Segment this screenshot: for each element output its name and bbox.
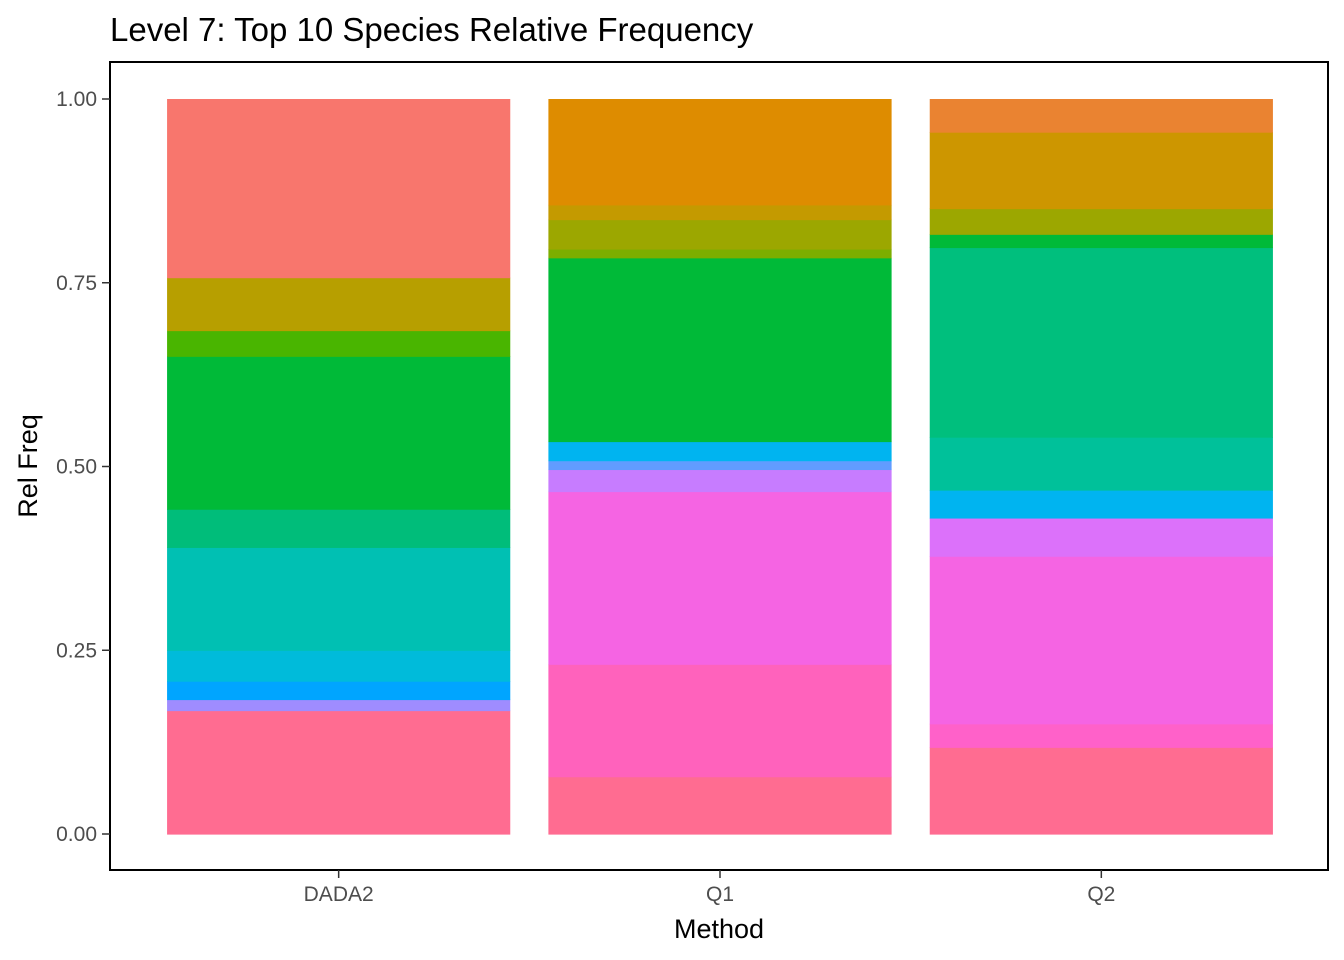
bar-segment <box>167 699 511 712</box>
bar-segment <box>929 437 1273 491</box>
bar-segment <box>548 664 892 778</box>
axis-ticks: 0.00 0.25 0.50 0.75 1.00 DADA2 Q1 Q2 <box>56 88 1115 906</box>
x-tick-label: DADA2 <box>304 883 374 906</box>
bar-segment <box>167 99 511 279</box>
bar-segment <box>548 99 892 206</box>
bar-segment <box>548 204 892 221</box>
bar-segment <box>167 710 511 835</box>
bar-segment <box>548 441 892 462</box>
chart-title: Level 7: Top 10 Species Relative Frequen… <box>110 11 754 48</box>
y-tick-label: 0.25 <box>56 639 97 662</box>
bar-segment <box>548 219 892 250</box>
x-axis-title: Method <box>674 914 764 944</box>
y-axis-title: Rel Freq <box>13 414 43 518</box>
y-tick-label: 0.75 <box>56 272 97 295</box>
bar-segment <box>548 460 892 471</box>
bar-segment <box>167 330 511 357</box>
bar-stack-q2 <box>929 99 1273 835</box>
bar-segment <box>929 490 1273 519</box>
bar-segment <box>548 491 892 665</box>
bar-segment <box>929 723 1273 748</box>
bar-segment <box>167 356 511 510</box>
bar-segment <box>929 556 1273 725</box>
y-tick-label: 1.00 <box>56 88 97 111</box>
bar-segment <box>929 247 1273 438</box>
x-tick-label: Q1 <box>706 883 734 906</box>
bar-segment <box>167 509 511 548</box>
bar-segment <box>929 747 1273 835</box>
bar-segment <box>548 248 892 259</box>
bar-segment <box>929 517 1273 557</box>
bar-segment <box>929 234 1273 249</box>
bar-segment <box>167 277 511 332</box>
y-tick-label: 0.50 <box>56 456 97 479</box>
bar-segment <box>929 99 1273 133</box>
bar-segment <box>548 257 892 443</box>
bar-segment <box>167 547 511 651</box>
bars-layer <box>167 99 1273 835</box>
bar-segment <box>548 776 892 835</box>
bar-segment <box>548 469 892 493</box>
bar-segment <box>167 681 511 701</box>
bar-segment <box>929 208 1273 235</box>
y-tick-label: 0.00 <box>56 823 97 846</box>
bar-segment <box>929 132 1273 210</box>
x-tick-label: Q2 <box>1087 883 1115 906</box>
bar-segment <box>167 650 511 682</box>
bar-stack-q1 <box>548 99 892 835</box>
bar-stack-dada2 <box>167 99 511 835</box>
